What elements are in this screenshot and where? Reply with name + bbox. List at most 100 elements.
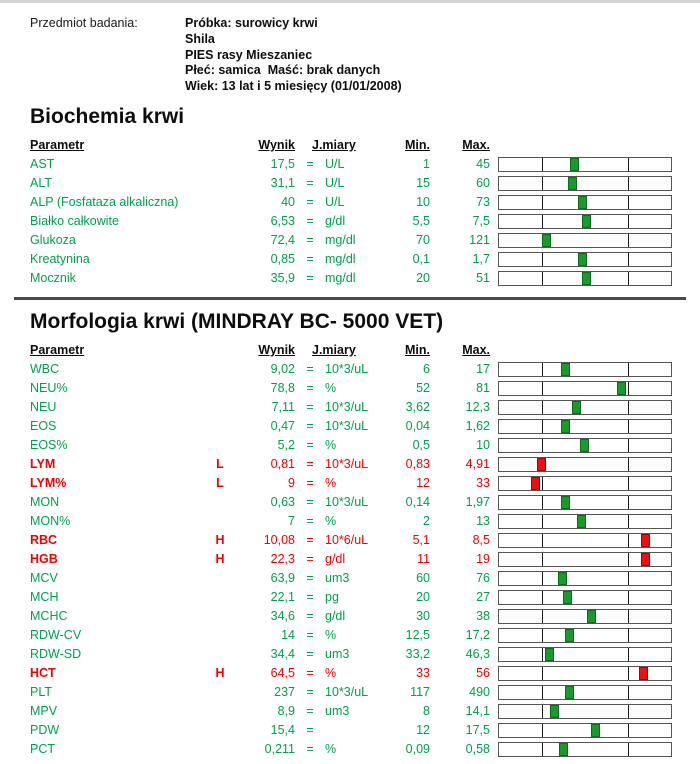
range-divider-high: [628, 157, 629, 171]
range-bar: [498, 213, 672, 229]
range-bar-wrap: [498, 608, 672, 624]
range-bar-wrap: [498, 551, 672, 567]
range-bar: [498, 232, 672, 248]
range-bar-wrap: [498, 194, 672, 210]
range-marker: [568, 176, 578, 190]
unit-cell: um3: [325, 571, 350, 586]
value-cell: 22,1: [270, 590, 295, 605]
max-cell: 45: [476, 157, 490, 172]
range-divider-low: [542, 704, 543, 718]
value-cell: 9,02: [270, 362, 295, 377]
flag-cell: H: [215, 533, 225, 548]
unit-cell: %: [325, 666, 337, 681]
range-divider-low: [542, 647, 543, 661]
param-cell: HCT: [30, 666, 56, 681]
range-bar: [498, 608, 672, 624]
min-cell: 33: [416, 666, 430, 681]
range-bar: [498, 437, 672, 453]
range-marker: [565, 685, 575, 699]
range-bar: [498, 270, 672, 286]
patient-info-line: Shila: [185, 31, 215, 46]
range-divider-low: [542, 381, 543, 395]
range-bar-wrap: [498, 232, 672, 248]
range-marker: [638, 666, 648, 680]
column-header-jmiary: J.miary: [312, 137, 356, 152]
max-cell: 14,1: [465, 704, 490, 719]
range-divider-high: [628, 495, 629, 509]
param-cell: MCH: [30, 590, 59, 605]
value-cell: 9: [288, 476, 295, 491]
range-divider-high: [628, 590, 629, 604]
min-cell: 0,5: [412, 438, 430, 453]
unit-cell: %: [325, 381, 337, 396]
value-cell: 10,08: [263, 533, 295, 548]
table-row: RDW-SD 34,4 = um3 33,2 46,3: [0, 645, 700, 664]
param-cell: ALT: [30, 176, 52, 191]
param-cell: MPV: [30, 704, 58, 719]
table-row: AST 17,5 = U/L 1 45: [0, 155, 700, 174]
max-cell: 8,5: [472, 533, 490, 548]
value-cell: 17,5: [270, 157, 295, 172]
max-cell: 56: [476, 666, 490, 681]
min-cell: 5,1: [412, 533, 430, 548]
range-divider-high: [628, 233, 629, 247]
unit-cell: %: [325, 476, 337, 491]
range-bar-wrap: [498, 270, 672, 286]
max-cell: 33: [476, 476, 490, 491]
min-cell: 11: [417, 552, 430, 567]
table-row: WBC 9,02 = 10*3/uL 6 17: [0, 360, 700, 379]
table-row: RBC H 10,08 = 10*6/uL 5,1 8,5: [0, 531, 700, 550]
equals-cell: =: [306, 176, 314, 191]
value-cell: 0,47: [270, 419, 295, 434]
value-cell: 0,85: [270, 252, 295, 267]
range-bar: [498, 551, 672, 567]
param-cell: NEU: [30, 400, 57, 415]
range-bar: [498, 646, 672, 662]
range-divider-low: [542, 609, 543, 623]
equals-cell: =: [306, 157, 314, 172]
range-divider-high: [628, 381, 629, 395]
range-marker: [550, 704, 560, 718]
unit-cell: 10*3/uL: [325, 400, 369, 415]
range-bar: [498, 703, 672, 719]
unit-cell: mg/dl: [325, 233, 356, 248]
value-cell: 7: [288, 514, 295, 529]
range-bar: [498, 361, 672, 377]
value-cell: 72,4: [270, 233, 295, 248]
patient-info-line: Płeć: samica Maść: brak danych: [185, 63, 381, 78]
param-cell: PLT: [30, 685, 52, 700]
range-marker: [536, 457, 546, 471]
param-cell: MCV: [30, 571, 58, 586]
range-bar: [498, 475, 672, 491]
value-cell: 237: [274, 685, 295, 700]
value-cell: 15,4: [270, 723, 295, 738]
min-cell: 52: [416, 381, 430, 396]
range-marker: [561, 362, 571, 376]
table-row: PDW 15,4 = 12 17,5: [0, 721, 700, 740]
table-row: NEU 7,11 = 10*3/uL 3,62 12,3: [0, 398, 700, 417]
max-cell: 12,3: [465, 400, 490, 415]
unit-cell: g/dl: [325, 552, 346, 567]
range-divider-low: [542, 495, 543, 509]
unit-cell: 10*3/uL: [325, 495, 369, 510]
equals-cell: =: [306, 704, 314, 719]
param-cell: LYM%: [30, 476, 67, 491]
range-bar-wrap: [498, 456, 672, 472]
range-divider-low: [542, 419, 543, 433]
range-bar: [498, 175, 672, 191]
max-cell: 27: [476, 590, 490, 605]
value-cell: 40: [281, 195, 295, 210]
max-cell: 490: [469, 685, 490, 700]
range-divider-high: [628, 419, 629, 433]
range-bar: [498, 380, 672, 396]
unit-cell: 10*3/uL: [325, 685, 369, 700]
value-cell: 63,9: [270, 571, 295, 586]
equals-cell: =: [306, 495, 314, 510]
range-divider-high: [628, 195, 629, 209]
range-divider-high: [628, 609, 629, 623]
range-bar-wrap: [498, 722, 672, 738]
range-marker: [640, 552, 650, 566]
equals-cell: =: [306, 590, 314, 605]
range-bar: [498, 741, 672, 757]
table-row: MCH 22,1 = pg 20 27: [0, 588, 700, 607]
